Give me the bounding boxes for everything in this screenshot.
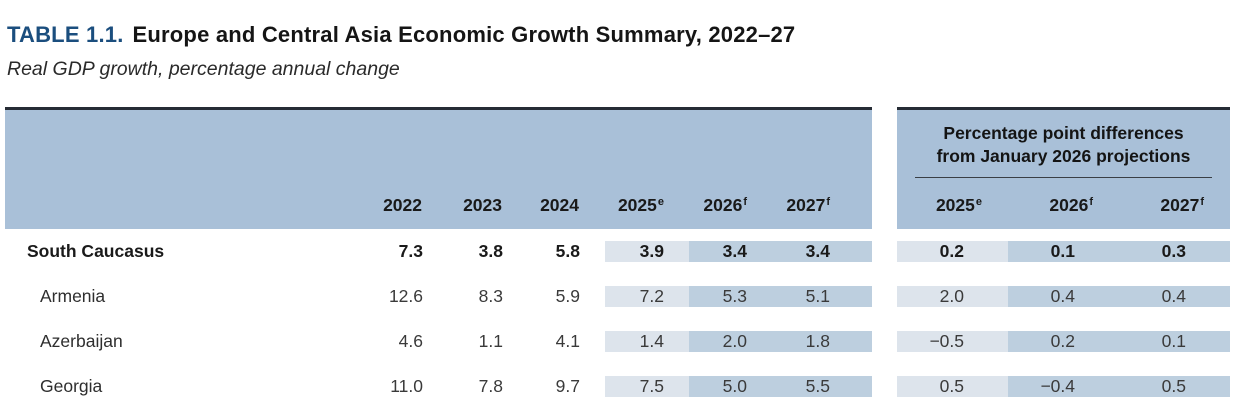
cell-value: 3.9 (605, 241, 689, 262)
cell-value: −0.5 (897, 331, 1008, 352)
row-label: Azerbaijan (40, 331, 123, 351)
cell-value: 0.4 (1119, 286, 1230, 307)
table-subtitle: Real GDP growth, percentage annual chang… (7, 58, 400, 80)
table-number-label: TABLE 1.1. (7, 22, 124, 47)
table-row-south-caucasus: South Caucasus 7.3 3.8 5.8 3.9 3.4 3.4 (5, 229, 872, 274)
cell-value: 5.8 (555, 241, 580, 261)
cell-value: 0.5 (1119, 376, 1230, 397)
cell-value: 3.4 (689, 241, 772, 262)
cell-value: 1.4 (605, 331, 689, 352)
diff-header-divider (915, 177, 1212, 178)
row-label: Georgia (40, 376, 103, 396)
column-header-diff-2026f: 2026f (1008, 195, 1119, 216)
cell-value: 0.1 (1008, 241, 1119, 262)
cell-value: 7.5 (605, 376, 689, 397)
cell-value: 0.4 (1008, 286, 1119, 307)
year-superscript: f (826, 196, 830, 208)
cell-value: 4.1 (555, 331, 580, 351)
diff-filler-row (897, 409, 1230, 415)
cell-value: 7.8 (478, 376, 503, 396)
cell-value: 8.3 (478, 286, 503, 306)
table-title-text: Europe and Central Asia Economic Growth … (132, 22, 796, 47)
diff-table-header: Percentage point differences from Januar… (897, 110, 1230, 229)
cell-value: 0.2 (1008, 331, 1119, 352)
cell-value: 1.1 (478, 331, 503, 351)
year-label: 2026 (703, 195, 743, 215)
cell-value: 11.0 (390, 376, 423, 396)
diff-table-panel: Percentage point differences from Januar… (897, 107, 1230, 415)
diff-header-title: Percentage point differences from Januar… (897, 122, 1230, 168)
cell-value: 1.8 (772, 331, 872, 352)
cell-value: 3.8 (478, 241, 503, 261)
table-title: TABLE 1.1. Europe and Central Asia Econom… (7, 22, 795, 48)
cell-value: 5.5 (772, 376, 872, 397)
year-superscript: f (743, 196, 747, 208)
year-label: 2026 (1049, 195, 1089, 215)
table-row-georgia: Georgia 11.0 7.8 9.7 7.5 5.0 5.5 (5, 364, 872, 409)
column-header-2026f: 2026f (689, 195, 772, 216)
column-header-2023: 2023 (448, 195, 528, 216)
tables-container: 2022 2023 2024 2025e 2026f 2027f South C… (5, 107, 1230, 415)
diff-row-armenia: 2.0 0.4 0.4 (897, 274, 1230, 319)
growth-table-panel: 2022 2023 2024 2025e 2026f 2027f South C… (5, 107, 872, 415)
cell-value: 9.7 (555, 376, 580, 396)
diff-year-headers: 2025e 2026f 2027f (897, 195, 1230, 216)
cell-value: 4.6 (398, 331, 423, 351)
cell-value: 2.0 (897, 286, 1008, 307)
column-header-2022: 2022 (368, 195, 448, 216)
column-header-2027f: 2027f (772, 195, 872, 216)
diff-header-line1: Percentage point differences (943, 123, 1184, 143)
cell-value: 7.2 (605, 286, 689, 307)
year-superscript: e (975, 196, 982, 208)
column-header-diff-2027f: 2027f (1119, 195, 1230, 216)
cell-value: 5.3 (689, 286, 772, 307)
table-row-azerbaijan: Azerbaijan 4.6 1.1 4.1 1.4 2.0 1.8 (5, 319, 872, 364)
cell-value: 0.5 (897, 376, 1008, 397)
year-superscript: e (657, 196, 664, 208)
year-label: 2025 (935, 195, 975, 215)
year-label: 2023 (463, 195, 502, 215)
cell-value: 0.1 (1119, 331, 1230, 352)
diff-row-georgia: 0.5 −0.4 0.5 (897, 364, 1230, 409)
cell-value: −0.4 (1008, 376, 1119, 397)
column-header-2025e: 2025e (605, 195, 689, 216)
cell-value: 0.2 (897, 241, 1008, 262)
year-label: 2027 (1160, 195, 1200, 215)
table-filler-row (5, 409, 872, 415)
table-row-armenia: Armenia 12.6 8.3 5.9 7.2 5.3 5.1 (5, 274, 872, 319)
column-header-diff-2025e: 2025e (897, 195, 1008, 216)
cell-value: 0.3 (1119, 241, 1230, 262)
column-header-2024: 2024 (528, 195, 605, 216)
year-label: 2022 (383, 195, 422, 215)
cell-value: 5.1 (772, 286, 872, 307)
diff-row-south-caucasus: 0.2 0.1 0.3 (897, 229, 1230, 274)
cell-value: 5.9 (555, 286, 580, 306)
year-superscript: f (1089, 196, 1093, 208)
year-label: 2024 (540, 195, 579, 215)
cell-value: 7.3 (398, 241, 423, 261)
cell-value: 5.0 (689, 376, 772, 397)
diff-header-line2: from January 2026 projections (936, 146, 1191, 166)
year-label: 2027 (786, 195, 826, 215)
cell-value: 2.0 (689, 331, 772, 352)
cell-value: 3.4 (772, 241, 872, 262)
row-label: Armenia (40, 286, 106, 306)
growth-table-header: 2022 2023 2024 2025e 2026f 2027f (5, 110, 872, 229)
cell-value: 12.6 (388, 286, 423, 306)
year-label: 2025 (617, 195, 657, 215)
diff-row-azerbaijan: −0.5 0.2 0.1 (897, 319, 1230, 364)
year-superscript: f (1200, 196, 1204, 208)
row-label: South Caucasus (27, 241, 165, 261)
